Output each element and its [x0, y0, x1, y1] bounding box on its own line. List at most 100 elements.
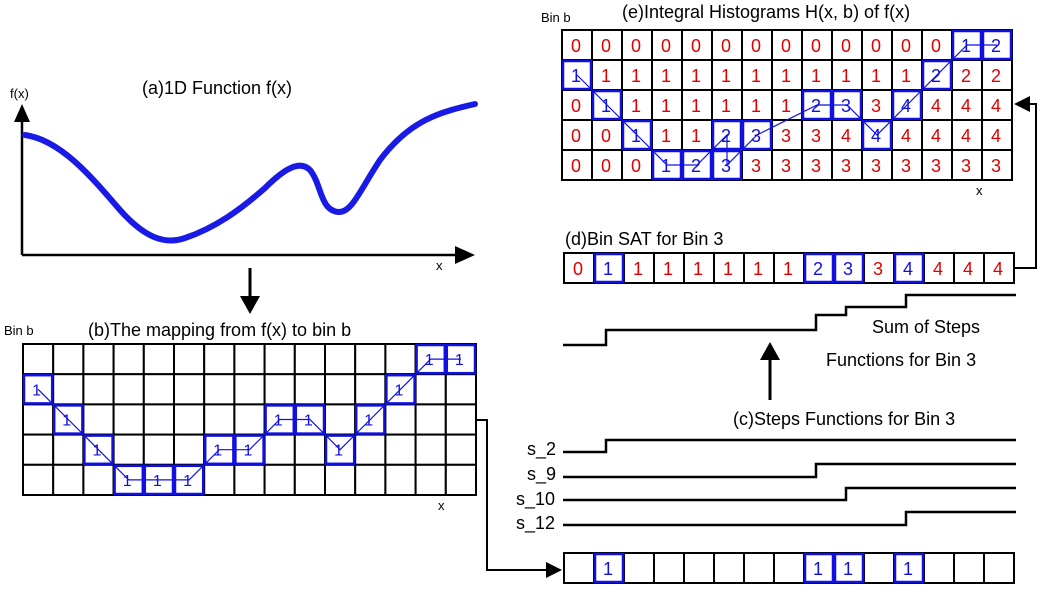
arrow-c-to-sum-head: [760, 342, 780, 360]
histogram-cell-value: 0: [571, 126, 581, 146]
histogram-cell-value: 1: [601, 66, 611, 86]
histogram-cell: [891, 59, 923, 91]
arrow-b-to-bottom-head: [546, 562, 562, 578]
histogram-highlight-cell: [621, 119, 653, 151]
histogram-cell-value: 0: [721, 36, 731, 56]
histogram-cell: [981, 149, 1013, 181]
histogram-cell: [741, 29, 773, 61]
histogram-cell-value: 0: [571, 36, 581, 56]
mapping-grid-cell: [444, 373, 477, 406]
mapping-grid-cell: [384, 343, 417, 376]
histogram-cell-value: 1: [661, 156, 671, 176]
mapping-active-cell: [83, 434, 114, 466]
mapping-grid-cell: [233, 373, 266, 406]
bottom-row-highlight-cell: [803, 552, 835, 584]
panel-a-ylabel: f(x): [10, 86, 29, 101]
bin-sat-cell-value: 4: [903, 259, 913, 279]
mapping-grid-cell: [324, 463, 357, 496]
panel-b-title: (b)The mapping from f(x) to bin b: [88, 320, 351, 340]
mapping-grid-cell: [263, 433, 296, 466]
histogram-cell: [591, 149, 623, 181]
panel-e-xlabel: x: [976, 183, 983, 198]
bottom-row-cell-value: 1: [813, 559, 823, 579]
mapping-grid-cell: [354, 433, 387, 466]
mapping-grid-cell: [444, 433, 477, 466]
arrow-a-to-b-head: [240, 296, 260, 314]
mapping-grid-cell: [22, 433, 55, 466]
histogram-highlight-cell: [741, 119, 773, 151]
histogram-cell-value: 0: [601, 156, 611, 176]
histogram-highlight-cell: [561, 59, 593, 91]
histogram-cell-value: 4: [901, 126, 911, 146]
mapping-grid-cell: [414, 463, 447, 496]
mapping-active-cell: [324, 434, 356, 466]
histogram-cell-value: 1: [691, 126, 701, 146]
step-label-s12: s_12: [516, 513, 555, 534]
histogram-cell-value: 2: [961, 66, 971, 86]
mapping-grid-cell: [203, 373, 236, 406]
histogram-cell-value: 4: [931, 126, 941, 146]
bin-sat-highlight-cell: [833, 252, 865, 284]
mapping-cell-value: 1: [123, 473, 132, 490]
bin-sat-cell-value: 4: [933, 259, 943, 279]
mapping-active-cell: [22, 373, 54, 405]
panel-b-mapping: Bin b (b)The mapping from f(x) to bin b …: [4, 320, 477, 513]
panel-e-integral-histograms: Bin b (e)Integral Histograms H(x, b) of …: [541, 2, 1013, 198]
bottom-row-highlight-cell: [593, 552, 625, 584]
bin-sat-cell-value: 4: [963, 259, 973, 279]
mapping-cell-value: 1: [62, 413, 71, 430]
mapping-grid-cell: [22, 403, 55, 436]
histogram-cell: [741, 59, 773, 91]
histogram-cell-value: 4: [991, 126, 1001, 146]
mapping-grid-cell: [142, 433, 176, 466]
histogram-cell: [621, 59, 653, 91]
histogram-cell-value: 1: [631, 126, 641, 146]
mapping-grid-cell: [324, 403, 357, 436]
histogram-cell: [831, 59, 863, 91]
mapping-cell-value: 1: [32, 382, 41, 399]
histogram-cell-value: 3: [931, 156, 941, 176]
mapping-grid-cell: [112, 433, 145, 466]
histogram-cell-value: 3: [871, 156, 881, 176]
bin-sat-cell-value: 1: [633, 259, 643, 279]
histogram-cell-value: 3: [961, 156, 971, 176]
mapping-grid-cell: [112, 403, 145, 436]
histogram-cell: [681, 59, 713, 91]
mapping-grid-cell: [233, 403, 266, 436]
bin-sat-cell-value: 1: [753, 259, 763, 279]
histogram-cell: [831, 29, 863, 61]
histogram-cell: [951, 149, 983, 181]
mapping-cell-value: 1: [93, 443, 102, 460]
mapping-grid-cell: [173, 343, 206, 376]
mapping-active-cell: [354, 404, 386, 435]
sum-of-steps-curve: [563, 293, 1016, 347]
bin-sat-cell-value: 1: [723, 259, 733, 279]
histogram-trace-line: [576, 44, 997, 167]
bin-sat-cell-value: 0: [573, 259, 583, 279]
histogram-cell-value: 4: [961, 126, 971, 146]
histogram-cell-value: 1: [691, 66, 701, 86]
bin-sat-highlight-cell: [593, 252, 625, 284]
mapping-grid-cell: [444, 463, 477, 496]
bottom-row-cell: [713, 552, 745, 584]
step-function-s10: [563, 486, 1016, 502]
bottom-row-cell: [653, 552, 685, 584]
bin-sat-cell-value: 1: [603, 259, 613, 279]
function-curve: [22, 101, 478, 244]
histogram-cell-value: 0: [811, 36, 821, 56]
panel-e-grid: 0 0 0 0 0 0 0 0 0 0 0 0 0 1 21 1 1 1 1 1 1 1 1 1 1 1 2 2 20 1 1 1 1 1 1 1 2 3…: [561, 29, 1013, 181]
bottom-row-cell: [923, 552, 955, 584]
histogram-cell-value: 0: [841, 36, 851, 56]
histogram-cell-value: 0: [601, 126, 611, 146]
mapping-grid-cell: [324, 343, 357, 376]
mapping-grid-cell: [263, 463, 296, 496]
mapping-grid-cell: [52, 433, 85, 466]
sum-of-steps-label-2: Functions for Bin 3: [826, 350, 976, 370]
histogram-cell-value: 0: [571, 156, 581, 176]
mapping-grid-cell: [22, 343, 55, 376]
histogram-cell-value: 1: [901, 66, 911, 86]
mapping-grid-cell: [354, 373, 387, 406]
mapping-grid-cell: [384, 403, 417, 436]
